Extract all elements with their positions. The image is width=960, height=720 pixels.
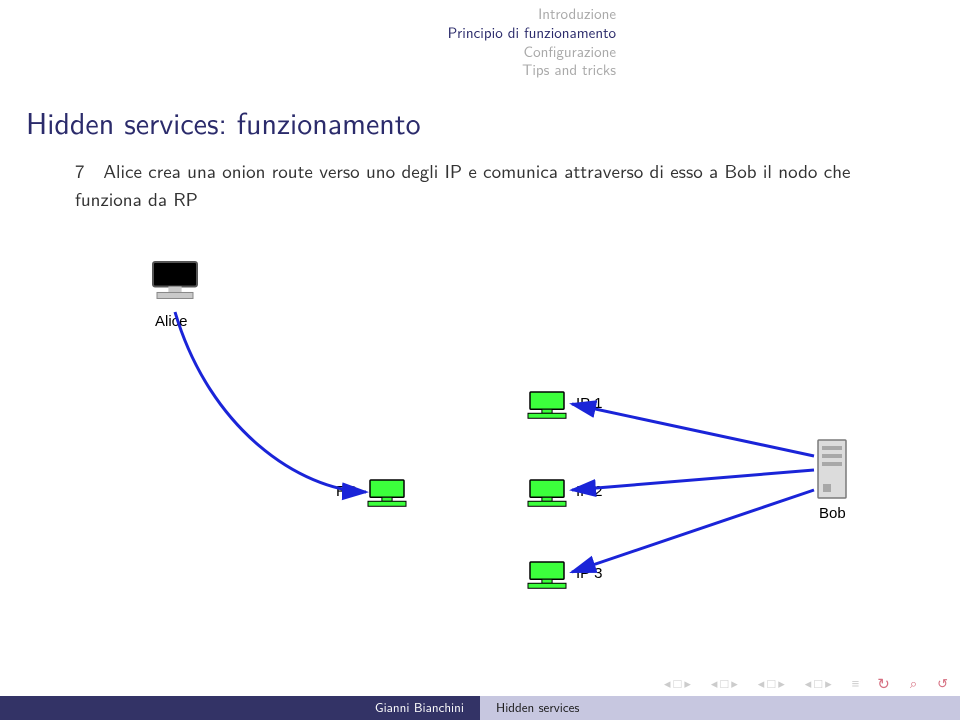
nav-group-4[interactable]: ◂ □ ▸ <box>805 674 832 693</box>
footer: Gianni Bianchini Hidden services <box>0 696 960 720</box>
frame-icon: □ <box>767 674 775 693</box>
footer-title: Hidden services <box>480 696 960 720</box>
beamer-nav-icons: ◂ □ ▸ ◂ □ ▸ ◂ □ ▸ ◂ □ ▸ ≡ ↻ ⌕ ↺ <box>664 672 948 694</box>
footer-author: Gianni Bianchini <box>0 696 480 720</box>
prev-icon[interactable]: ◂ <box>758 674 765 693</box>
svg-text:Alice: Alice <box>155 313 188 330</box>
next-icon[interactable]: ▸ <box>684 674 691 693</box>
bars-icon: ≡ <box>852 674 858 693</box>
network-diagram: AliceBobIP 1RPIP 2IP 3 <box>0 0 960 720</box>
next-icon[interactable]: ▸ <box>825 674 832 693</box>
frame-icon: □ <box>720 674 728 693</box>
svg-text:IP 2: IP 2 <box>576 483 602 500</box>
nav-group-1[interactable]: ◂ □ ▸ <box>664 674 691 693</box>
back-icon[interactable]: ↺ <box>937 674 948 693</box>
prev-icon[interactable]: ◂ <box>664 674 671 693</box>
next-icon[interactable]: ▸ <box>731 674 738 693</box>
search-icon[interactable]: ⌕ <box>910 674 917 693</box>
frame-icon: □ <box>814 674 822 693</box>
svg-text:Bob: Bob <box>819 505 846 522</box>
next-icon[interactable]: ▸ <box>778 674 785 693</box>
prev-icon[interactable]: ◂ <box>711 674 718 693</box>
frame-icon: □ <box>673 674 681 693</box>
prev-icon[interactable]: ◂ <box>805 674 812 693</box>
nav-group-2[interactable]: ◂ □ ▸ <box>711 674 738 693</box>
slide: Introduzione Principio di funzionamento … <box>0 0 960 720</box>
recycle-icon[interactable]: ↻ <box>877 672 890 694</box>
nav-group-3[interactable]: ◂ □ ▸ <box>758 674 785 693</box>
